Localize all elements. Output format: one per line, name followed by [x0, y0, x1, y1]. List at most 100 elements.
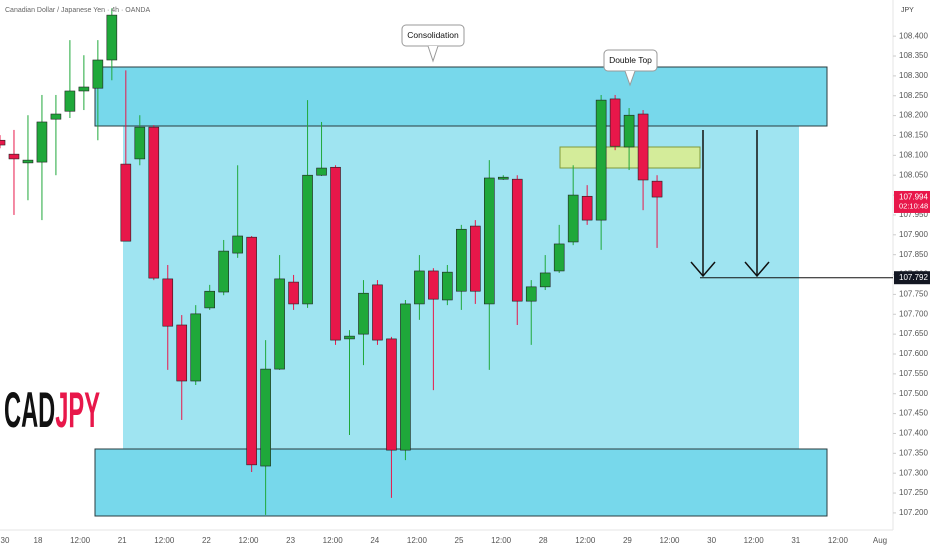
y-tick-label: 107.550 — [899, 369, 928, 378]
y-tick-label: 107.250 — [899, 488, 928, 497]
candle-body — [8, 153, 20, 160]
y-tick-label: 107.200 — [899, 508, 928, 517]
candle-body — [428, 270, 439, 300]
candle-body — [567, 194, 579, 243]
candle-body — [78, 86, 90, 92]
arrow-head — [690, 261, 716, 278]
candle-body — [456, 228, 467, 292]
resistance-zone — [94, 66, 828, 127]
y-tick-label: 107.650 — [899, 329, 928, 338]
candle-body — [120, 163, 132, 242]
candle-body — [176, 324, 188, 382]
x-tick-label: 12:00 — [407, 536, 428, 545]
candle-body — [400, 303, 411, 451]
last-price-tag — [894, 190, 930, 213]
candle-body — [637, 113, 649, 181]
candle-body — [595, 99, 607, 221]
x-tick-label: 12:00 — [238, 536, 259, 545]
annotation: Double Top — [609, 55, 652, 65]
candle-body — [330, 166, 341, 341]
logo: CADJPY — [4, 382, 100, 438]
candle-body — [344, 335, 355, 340]
candle-body — [0, 139, 6, 146]
x-tick-label: 25 — [455, 536, 464, 545]
annotation: Consolidation — [407, 30, 459, 40]
target-tag — [894, 271, 930, 285]
candle-body — [64, 90, 76, 112]
candle-body — [414, 270, 425, 305]
x-tick-label: 12:00 — [70, 536, 91, 545]
candles — [0, 8, 663, 515]
logo-part: CAD — [4, 382, 55, 438]
x-tick-label: 22 — [202, 536, 211, 545]
chart-title: Canadian Dollar / Japanese Yen · 4h · OA… — [5, 7, 150, 14]
candle-body — [232, 235, 243, 254]
x-tick-label: 21 — [118, 536, 127, 545]
candle-body — [511, 178, 523, 302]
candle-body — [623, 114, 635, 148]
y-tick-label: 107.700 — [899, 309, 928, 318]
countdown: 02:10:48 — [899, 201, 928, 210]
x-tick-label: 30 — [1, 536, 10, 545]
candle-body — [442, 271, 453, 301]
candle-body — [22, 159, 34, 164]
x-tick-label: 29 — [623, 536, 632, 545]
y-tick-label: 107.950 — [899, 210, 928, 219]
candle-body — [246, 236, 257, 466]
last-price-label: 107.994 — [899, 193, 928, 202]
currency: JPY — [901, 7, 914, 14]
candle-body — [260, 368, 271, 467]
candle-body — [470, 225, 481, 292]
callout-pointer — [624, 70, 636, 87]
x-tick-label: 12:00 — [154, 536, 175, 545]
y-tick-label: 108.400 — [899, 31, 928, 40]
candle-body — [148, 126, 160, 279]
y-tick-label: 107.500 — [899, 389, 928, 398]
x-tick-label: 24 — [370, 536, 379, 545]
x-tick-label: 12:00 — [744, 536, 765, 545]
target-label: 107.792 — [899, 273, 928, 282]
double-top-zone — [559, 146, 701, 169]
candle-body — [372, 284, 383, 341]
candle-body — [288, 281, 299, 305]
y-tick-label: 107.900 — [899, 230, 928, 239]
candle-body — [553, 243, 565, 272]
candle-body — [609, 98, 621, 147]
y-tick-label: 107.350 — [899, 448, 928, 457]
logo-part: JPY — [55, 382, 100, 438]
candle-body — [358, 292, 369, 335]
callout-pointer — [427, 45, 439, 63]
candle-body — [50, 113, 62, 120]
x-tick-label: Aug — [873, 536, 887, 545]
candle-body — [106, 14, 118, 61]
candle-body — [218, 250, 229, 293]
candle-body — [302, 174, 313, 305]
candle-body — [581, 195, 593, 221]
y-tick-label: 107.300 — [899, 468, 928, 477]
candle-body — [190, 313, 202, 382]
candle-body — [274, 278, 285, 370]
candle-body — [539, 272, 551, 288]
y-tick-label: 107.450 — [899, 409, 928, 418]
x-tick-label: 30 — [707, 536, 716, 545]
candle-body — [36, 121, 48, 163]
y-tick-label: 108.100 — [899, 150, 928, 159]
x-tick-label: 28 — [539, 536, 548, 545]
x-tick-label: 12:00 — [828, 536, 849, 545]
candle-body — [497, 176, 509, 180]
x-tick-label: 31 — [791, 536, 800, 545]
candle-body — [162, 278, 174, 327]
y-tick-label: 108.250 — [899, 91, 928, 100]
candle-body — [316, 167, 327, 176]
candle-body — [651, 180, 663, 198]
candle-body — [92, 59, 104, 89]
x-tick-label: 12:00 — [491, 536, 512, 545]
candle-body — [525, 286, 537, 302]
x-tick-label: 23 — [286, 536, 295, 545]
x-tick-label: 12:00 — [659, 536, 680, 545]
y-tick-label: 108.200 — [899, 111, 928, 120]
x-tick-label: 18 — [34, 536, 43, 545]
y-tick-label: 107.400 — [899, 429, 928, 438]
